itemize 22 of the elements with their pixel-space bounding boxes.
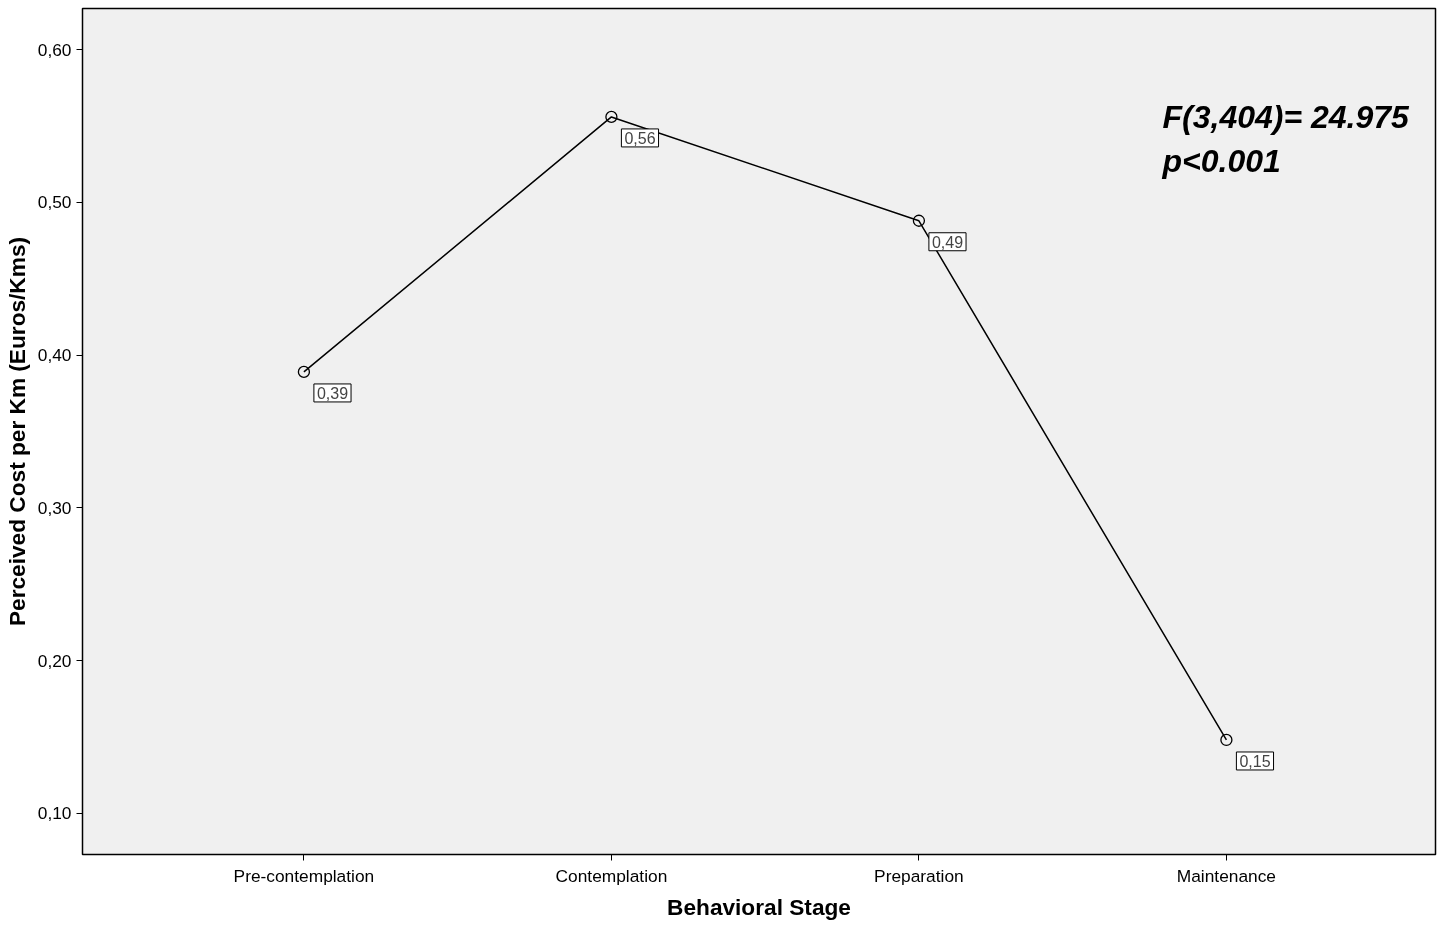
x-tick-label: Pre-contemplation	[233, 865, 375, 886]
point	[297, 365, 311, 379]
x-tick-label: Preparation	[874, 865, 964, 886]
y-tick-label: 0,30	[37, 497, 72, 518]
annotation: p<0.001	[1161, 142, 1281, 179]
point	[912, 214, 926, 227]
x-axis-title: Behavioral Stage	[667, 893, 851, 920]
y-axis-title: Perceived Cost per Km (Euros/Kms)	[3, 236, 30, 627]
data-label: 0,15	[1239, 752, 1271, 770]
y-tick-label: 0,40	[37, 345, 72, 366]
data-label: 0,49	[931, 233, 964, 251]
data-label: 0,39	[316, 384, 349, 402]
y-tick-label: 0,20	[37, 650, 72, 671]
point	[605, 110, 618, 124]
annotation: F(3,404)= 24.975	[1162, 98, 1411, 135]
data-label: 0,56	[624, 129, 656, 147]
point	[1220, 733, 1233, 747]
y-tick-label: 0,50	[37, 192, 72, 213]
x-tick-label: Maintenance	[1176, 865, 1277, 886]
y-tick-label: 0,60	[37, 39, 72, 60]
y-tick-label: 0,10	[37, 803, 72, 824]
x-tick-label: Contemplation	[555, 865, 668, 886]
